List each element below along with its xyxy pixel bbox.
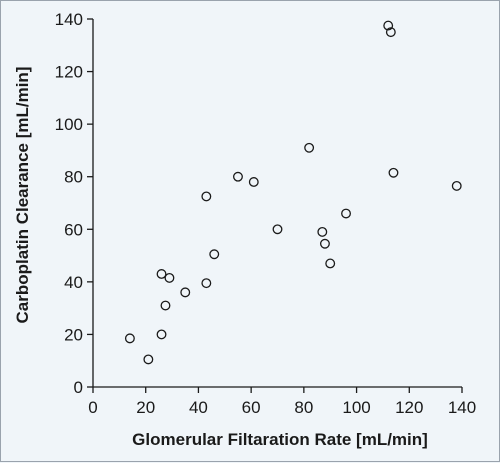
x-tick-label: 20 — [136, 398, 155, 417]
y-tick-label: 0 — [74, 378, 83, 397]
x-tick-label: 80 — [294, 398, 313, 417]
data-point — [383, 20, 394, 31]
y-tick-label: 20 — [64, 325, 83, 344]
data-point — [248, 177, 259, 187]
y-tick-label: 120 — [55, 63, 83, 82]
x-ticks: 0 20 40 60 80 100 120 140 — [88, 387, 476, 417]
x-tick-label: 120 — [395, 398, 423, 417]
x-tick-label: 40 — [189, 398, 208, 417]
data-point — [319, 238, 330, 249]
data-point — [451, 180, 462, 191]
x-tick-label: 100 — [342, 398, 370, 417]
data-point — [201, 191, 212, 202]
x-tick-label: 60 — [242, 398, 261, 417]
data-point — [388, 167, 399, 178]
data-point — [164, 272, 175, 283]
data-point — [272, 224, 283, 235]
y-ticks: 0 20 40 60 80 100 120 140 — [55, 10, 93, 397]
y-tick-label: 80 — [64, 168, 83, 187]
data-point — [180, 287, 191, 298]
data-point — [201, 278, 212, 289]
y-tick-label: 40 — [64, 273, 83, 292]
data-point — [160, 300, 171, 311]
y-tick-label: 140 — [55, 10, 83, 29]
data-point — [209, 249, 220, 260]
data-point — [385, 27, 396, 38]
x-tick-label: 140 — [448, 398, 476, 417]
data-point — [124, 333, 135, 344]
y-axis-title: Carboplatin Clearance [mL/min] — [13, 67, 32, 324]
axes — [92, 19, 462, 388]
data-point — [233, 171, 243, 182]
y-tick-label: 100 — [55, 115, 83, 134]
data-point — [156, 269, 167, 279]
y-tick-label: 60 — [64, 220, 83, 239]
data-point — [143, 354, 154, 365]
data-point — [156, 329, 167, 340]
data-points — [124, 20, 462, 365]
x-tick-label: 0 — [88, 398, 97, 417]
data-point — [325, 258, 336, 269]
data-point — [304, 142, 315, 153]
data-point — [317, 226, 328, 237]
data-point — [341, 208, 351, 219]
x-axis-title: Glomerular Filtaration Rate [mL/min] — [132, 430, 428, 449]
